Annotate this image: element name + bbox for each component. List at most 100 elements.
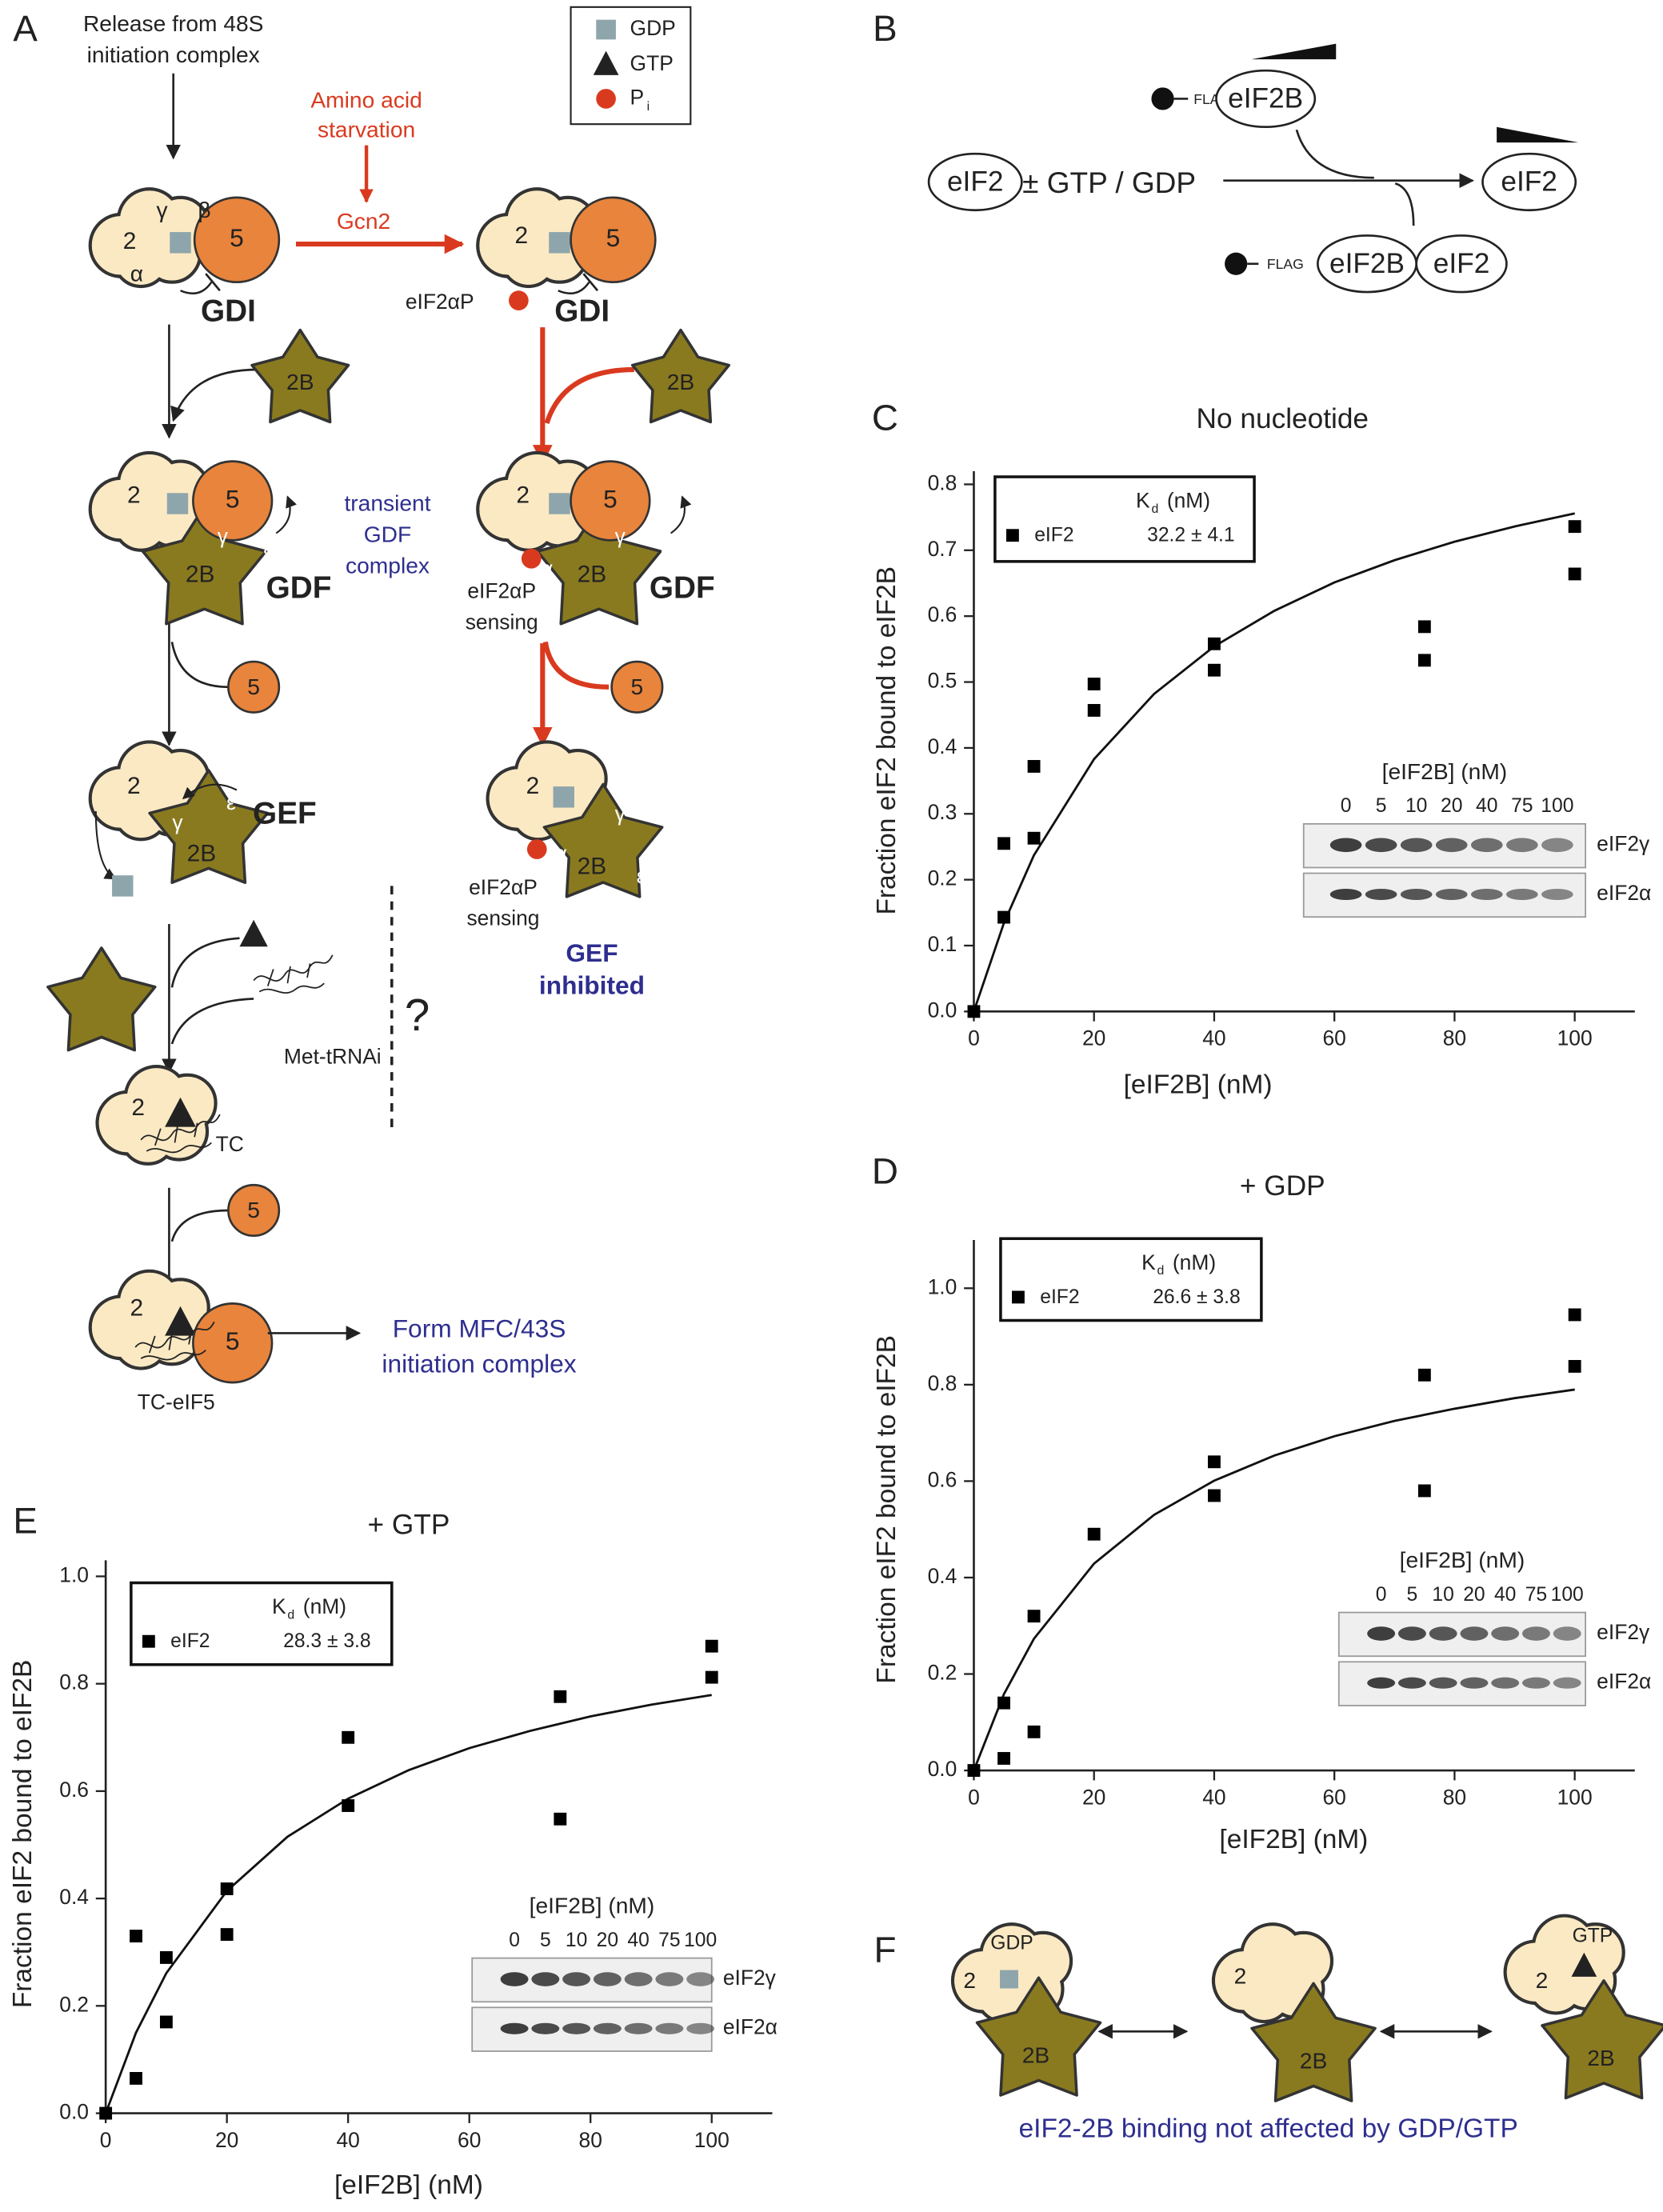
label: GDF xyxy=(266,570,332,605)
gtp-triangle xyxy=(593,50,619,75)
label: TC-eIF5 xyxy=(138,1390,215,1414)
lane-label: 100 xyxy=(1551,1584,1584,1606)
lane-label: 0 xyxy=(1376,1584,1387,1606)
band xyxy=(1521,1626,1550,1641)
fill xyxy=(115,1316,166,1367)
lane-label: 40 xyxy=(1494,1584,1516,1606)
band xyxy=(1505,888,1538,901)
x-axis-title: [eIF2B] (nM) xyxy=(1124,1070,1273,1100)
curved-arrow xyxy=(670,495,692,534)
eif5 xyxy=(193,196,281,284)
label: Release from 48S xyxy=(83,10,264,36)
label: eIF2-2B binding not affected by GDP/GTP xyxy=(1019,2114,1518,2144)
lane-label: 100 xyxy=(1541,795,1573,817)
y-tick-label: 0.3 xyxy=(928,800,957,824)
data-point xyxy=(99,2106,113,2120)
subunit-label: ε xyxy=(263,541,273,565)
subunit-label: 2B xyxy=(578,561,607,587)
legend-header-unit: (nM) xyxy=(303,1594,346,1618)
lane-label: 20 xyxy=(1463,1584,1485,1606)
lane-label: 10 xyxy=(566,1930,587,1951)
subunit-label: 2B xyxy=(667,369,694,394)
band-label: eIF2γ xyxy=(1597,1620,1650,1644)
label: GDP xyxy=(630,16,676,40)
y-axis-title: Fraction eIF2 bound to eIF2B xyxy=(8,1660,38,2009)
curved-arrow xyxy=(170,368,258,422)
label: transient xyxy=(344,490,430,516)
data-point xyxy=(1417,654,1431,667)
chart-title: + GTP xyxy=(368,1509,450,1540)
y-axis-title: Fraction eIF2 bound to eIF2B xyxy=(872,566,901,915)
label: 2B xyxy=(1300,2048,1327,2074)
data-point xyxy=(1568,567,1581,581)
x-tick-label: 100 xyxy=(1557,1785,1593,1809)
subunit-label: 2 xyxy=(130,1294,144,1321)
subunit-label: ε xyxy=(226,790,236,814)
protein xyxy=(1481,152,1577,212)
subunit-label: β xyxy=(198,197,210,222)
subunit-label: 2 xyxy=(515,222,529,249)
y-tick-label: 0.0 xyxy=(928,998,957,1022)
trna xyxy=(253,954,334,994)
subunit-label: 2 xyxy=(123,228,137,254)
label: 2 xyxy=(1536,1967,1549,1993)
eif2b-star xyxy=(1541,1979,1663,2100)
band xyxy=(1429,1677,1457,1689)
y-tick-label: 0.2 xyxy=(928,866,957,890)
label: i xyxy=(647,100,650,114)
inset-title: [eIF2B] (nM) xyxy=(1382,758,1508,784)
band xyxy=(1521,1677,1550,1689)
fill xyxy=(115,498,166,549)
inset-title: [eIF2B] (nM) xyxy=(1400,1547,1525,1573)
subunit-label: 5 xyxy=(230,223,244,252)
y-tick-label: 0.8 xyxy=(59,1670,89,1694)
eif5 xyxy=(570,460,651,542)
label: GTP xyxy=(630,51,674,75)
x-tick-label: 40 xyxy=(336,2128,359,2152)
eif2b-star xyxy=(542,782,664,898)
legend-header-unit: (nM) xyxy=(1167,489,1210,513)
band xyxy=(1435,888,1468,901)
y-tick-label: 0.7 xyxy=(928,537,957,561)
gdp-square xyxy=(549,493,570,514)
data-point xyxy=(1207,663,1221,677)
band xyxy=(500,2022,529,2034)
subunit-label: 5 xyxy=(226,1326,240,1355)
data-point xyxy=(1027,831,1041,845)
label: complex xyxy=(346,552,430,578)
data-point xyxy=(220,1882,234,1895)
band-label: eIF2α xyxy=(1597,1670,1651,1694)
legend-marker xyxy=(142,1634,155,1648)
flag-bead xyxy=(1151,87,1174,110)
legend-header: K xyxy=(272,1594,286,1618)
phosphate xyxy=(521,548,542,569)
band xyxy=(624,2022,653,2034)
lane-label: 20 xyxy=(597,1930,618,1951)
band xyxy=(1397,1677,1426,1689)
eif2b-star xyxy=(148,769,270,884)
data-point xyxy=(705,1639,718,1653)
legend-marker xyxy=(1005,529,1019,542)
data-point xyxy=(1417,620,1431,634)
eif2b-star xyxy=(975,1976,1102,2097)
band-label: eIF2γ xyxy=(1597,831,1650,855)
eif2b-star xyxy=(630,328,730,424)
fit-curve xyxy=(104,1694,712,2114)
chart-title: No nucleotide xyxy=(1197,403,1369,434)
x-tick-label: 0 xyxy=(968,1785,980,1809)
data-point xyxy=(220,1928,234,1942)
fill xyxy=(115,234,166,285)
data-point xyxy=(554,1812,567,1826)
subunit-label: 2B xyxy=(286,369,314,394)
data-point xyxy=(1027,1610,1041,1623)
y-tick-label: 0.6 xyxy=(928,1467,957,1491)
data-point xyxy=(997,1752,1010,1765)
band xyxy=(1367,1677,1396,1689)
gtp-triangle xyxy=(1571,1952,1597,1977)
panel-letter: B xyxy=(873,8,897,49)
label: GDP xyxy=(990,1932,1033,1954)
label: Gcn2 xyxy=(337,208,390,234)
subunit-label: α xyxy=(130,260,143,286)
curved-arrow xyxy=(544,366,634,424)
gtp-triangle xyxy=(239,919,268,947)
